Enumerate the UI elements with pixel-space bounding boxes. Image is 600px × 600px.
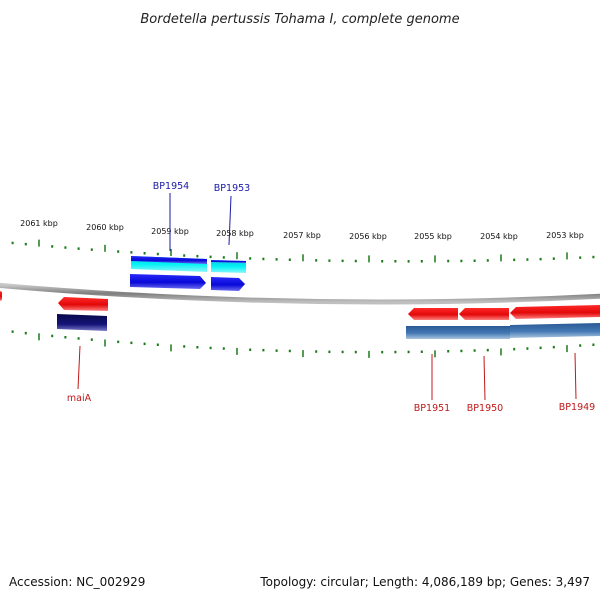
accession-text: Accession: NC_002929 (9, 575, 145, 589)
tick-label-2054: 2054 kbp (480, 232, 518, 241)
tick-label-2058: 2058 kbp (216, 229, 254, 238)
gene-cds-bp1949[interactable] (510, 323, 600, 338)
gene-arrow-maiA[interactable] (58, 297, 108, 311)
gene-feature-bp1954-gene[interactable] (131, 256, 207, 264)
gene-arrow-bp1951[interactable] (408, 308, 458, 320)
tick-labels: 2061 kbp 2060 kbp 2059 kbp 2058 kbp 2057… (20, 219, 584, 241)
gene-label-bp1951[interactable]: BP1951 (414, 403, 450, 414)
lower-tick-track (11, 330, 595, 358)
gene-cds-bp1951-bp1950[interactable] (406, 326, 510, 339)
reverse-strand-features (0, 291, 600, 339)
tick-label-2060: 2060 kbp (86, 223, 124, 232)
gene-feature-bp1953-gene[interactable] (211, 260, 246, 263)
upper-tick-track (11, 239, 595, 263)
genome-summary-text: Topology: circular; Length: 4,086,189 bp… (259, 575, 590, 589)
tick-label-2057: 2057 kbp (283, 231, 321, 240)
leader-bp1953 (228, 195, 232, 246)
tick-label-2061: 2061 kbp (20, 219, 58, 228)
gene-label-bp1954[interactable]: BP1954 (153, 181, 189, 192)
gene-label-bp1949[interactable]: BP1949 (559, 402, 595, 413)
gene-label-bp1953[interactable]: BP1953 (214, 183, 250, 194)
gene-arrow-bp1950[interactable] (459, 308, 509, 320)
forward-strand-features (130, 256, 246, 291)
gene-arrow-edge[interactable] (0, 291, 2, 301)
gene-arrow-bp1949[interactable] (510, 305, 600, 319)
gene-labels: BP1954 BP1953 maiA BP1951 BP1950 BP1949 (67, 181, 595, 414)
map-title: Bordetella pertussis Tohama I, complete … (140, 12, 459, 27)
leader-bp1950 (483, 355, 486, 401)
leader-bp1949 (574, 352, 577, 400)
gene-label-maiA[interactable]: maiA (67, 393, 92, 404)
tick-label-2056: 2056 kbp (349, 232, 387, 241)
leader-maiA (77, 345, 81, 390)
gene-arrow-bp1954[interactable] (130, 274, 206, 289)
gene-arrow-bp1953[interactable] (211, 277, 245, 291)
gene-cds-maiA[interactable] (57, 314, 107, 331)
label-leaders (77, 193, 577, 401)
gene-label-bp1950[interactable]: BP1950 (467, 403, 503, 414)
genome-backbone (0, 282, 600, 305)
tick-label-2053: 2053 kbp (546, 231, 584, 240)
gene-feature-bp1953-cds[interactable] (211, 260, 246, 273)
tick-label-2055: 2055 kbp (414, 232, 452, 241)
